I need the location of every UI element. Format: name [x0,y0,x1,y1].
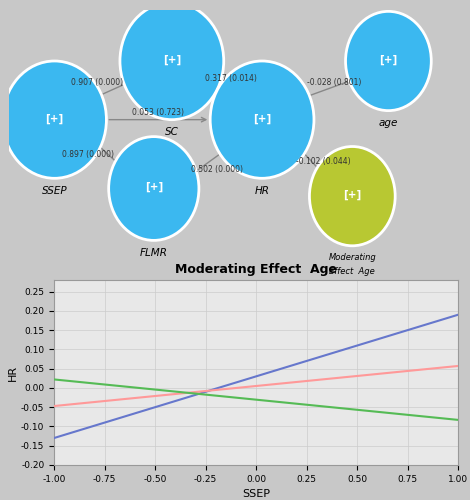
Text: SC: SC [165,128,179,138]
Text: SSEP: SSEP [42,186,67,196]
Text: 0.317 (0.014): 0.317 (0.014) [204,74,257,84]
Ellipse shape [109,136,199,240]
Text: HR: HR [255,186,270,196]
Ellipse shape [3,61,106,178]
Text: 0.053 (0.723): 0.053 (0.723) [132,108,184,116]
Ellipse shape [210,61,314,178]
Text: FLMR: FLMR [140,248,168,258]
Ellipse shape [345,12,431,110]
Title: Moderating Effect  Age: Moderating Effect Age [175,263,337,276]
Text: 0.502 (0.000): 0.502 (0.000) [191,165,243,174]
Text: [+]: [+] [46,113,63,124]
Ellipse shape [309,146,395,246]
Text: -0.102 (0.044): -0.102 (0.044) [296,157,350,166]
Text: [+]: [+] [145,182,163,192]
Text: [+]: [+] [163,54,181,65]
Y-axis label: HR: HR [8,364,18,380]
Text: 0.897 (0.000): 0.897 (0.000) [63,150,114,158]
Text: age: age [379,118,398,128]
Text: [+]: [+] [253,113,271,124]
Text: [+]: [+] [343,190,361,200]
Text: -0.028 (0.801): -0.028 (0.801) [307,78,361,87]
Ellipse shape [120,2,224,120]
Text: [+]: [+] [379,54,398,65]
Text: 0.907 (0.000): 0.907 (0.000) [71,78,124,87]
Text: Moderating: Moderating [329,254,376,262]
Text: Effect  Age: Effect Age [329,268,375,276]
X-axis label: SSEP: SSEP [242,490,270,500]
